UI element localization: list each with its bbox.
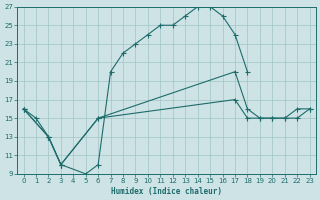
X-axis label: Humidex (Indice chaleur): Humidex (Indice chaleur) <box>111 187 222 196</box>
